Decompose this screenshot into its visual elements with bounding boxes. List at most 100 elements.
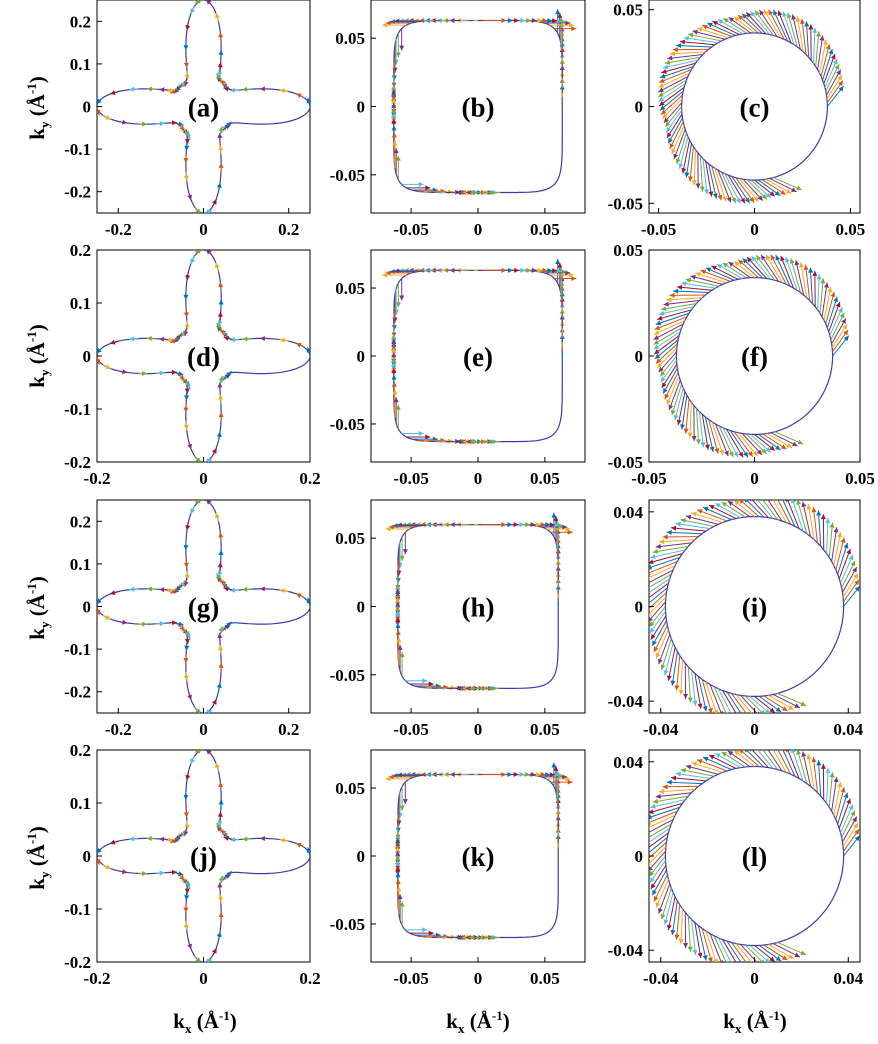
spin-arrow bbox=[675, 521, 711, 530]
spin-arrow bbox=[399, 901, 405, 926]
spin-arrow bbox=[690, 274, 723, 285]
plot-frame bbox=[96, 0, 311, 214]
spin-arrow bbox=[821, 282, 829, 317]
spin-arrow bbox=[183, 290, 189, 300]
y-tick-label: 0 bbox=[357, 347, 366, 366]
spin-arrow bbox=[97, 606, 101, 616]
spin-arrow bbox=[185, 631, 191, 640]
spin-arrow bbox=[775, 500, 792, 525]
spin-arrow bbox=[217, 132, 223, 142]
spin-arrow bbox=[691, 405, 697, 442]
x-tick-label: 0.05 bbox=[845, 469, 875, 488]
spin-arrow bbox=[97, 97, 104, 104]
spin-arrow bbox=[138, 871, 148, 877]
spin-arrow bbox=[770, 432, 798, 447]
spin-arrow bbox=[217, 382, 223, 392]
spin-arrow bbox=[727, 500, 751, 518]
spin-arrow bbox=[669, 292, 706, 298]
spin-arrow bbox=[165, 837, 175, 843]
spin-arrow bbox=[791, 750, 804, 782]
spin-arrow bbox=[744, 695, 765, 713]
spin-arrow bbox=[775, 750, 792, 775]
spin-arrow bbox=[708, 163, 718, 199]
y-tick-label: 0 bbox=[83, 98, 92, 117]
spin-arrow bbox=[653, 624, 668, 653]
spin-arrow bbox=[842, 566, 858, 593]
spin-arrow bbox=[669, 51, 706, 57]
spin-arrow bbox=[468, 685, 500, 691]
spin-arrow bbox=[469, 439, 501, 445]
spin-arrow bbox=[184, 141, 190, 151]
spin-arrow bbox=[214, 762, 220, 772]
spin-arrow bbox=[658, 788, 695, 794]
spin-arrow bbox=[159, 87, 169, 93]
spin-arrow bbox=[187, 691, 193, 701]
spin-arrow bbox=[769, 178, 797, 193]
spin-arrow bbox=[658, 72, 690, 88]
y-tick-label: -0.2 bbox=[64, 453, 91, 472]
spin-arrow bbox=[655, 629, 669, 659]
spin-arrow bbox=[683, 663, 689, 699]
panel-j: -0.2 0 0.2 -0.2 -0.1 0 0.1 0.2 (j) bbox=[64, 741, 321, 988]
spin-arrow bbox=[754, 945, 776, 962]
panel-label: (d) bbox=[187, 342, 220, 372]
x-axis-labels: kx (Å-1) kx (Å-1) kx (Å-1) bbox=[173, 1008, 786, 1036]
spin-arrow bbox=[680, 768, 715, 777]
spin-arrow bbox=[706, 22, 736, 36]
spin-arrow bbox=[187, 191, 193, 201]
spin-arrow bbox=[811, 756, 818, 793]
x-tick-label: -0.05 bbox=[393, 720, 428, 739]
spin-arrow bbox=[649, 592, 667, 611]
spin-arrow bbox=[649, 610, 666, 634]
spin-arrow bbox=[118, 619, 128, 625]
spin-arrow bbox=[554, 275, 577, 281]
spin-arrow bbox=[187, 440, 193, 450]
spin-arrow bbox=[842, 573, 859, 598]
spin-arrow bbox=[482, 522, 507, 528]
spin-arrow bbox=[758, 433, 781, 451]
panel-f: -0.05 0 0.05 -0.05 0 0.05 (f) bbox=[608, 241, 875, 488]
spin-arrow bbox=[688, 146, 694, 182]
spin-arrow bbox=[697, 676, 708, 712]
spin-arrow bbox=[397, 894, 403, 921]
spin-arrow bbox=[680, 395, 688, 430]
spin-arrow bbox=[826, 69, 842, 96]
spin-arrow bbox=[660, 359, 677, 383]
spin-arrow bbox=[650, 549, 686, 560]
spin-arrow bbox=[653, 323, 684, 341]
spin-arrow bbox=[670, 383, 683, 416]
y-tick-label: 0.04 bbox=[613, 753, 643, 772]
spin-arrow bbox=[385, 526, 410, 532]
spin-arrow bbox=[737, 432, 758, 457]
spin-arrow bbox=[695, 272, 727, 284]
spin-arrow bbox=[777, 942, 807, 956]
panel-label: (g) bbox=[188, 593, 219, 623]
spin-arrow bbox=[206, 500, 213, 507]
x-tick-label: 0 bbox=[199, 220, 208, 239]
spin-arrow bbox=[674, 904, 681, 940]
spin-arrow bbox=[155, 370, 165, 376]
spin-arrow bbox=[751, 255, 772, 280]
spin-arrow bbox=[295, 842, 305, 848]
spin-arrow bbox=[216, 822, 222, 831]
y-tick-label: 0 bbox=[635, 847, 644, 866]
spin-arrow bbox=[819, 278, 826, 314]
plot-area bbox=[658, 9, 844, 204]
y-tick-label: 0 bbox=[83, 847, 92, 866]
spin-arrow bbox=[683, 35, 719, 44]
plot-area bbox=[97, 250, 310, 462]
spin-arrow bbox=[701, 679, 713, 713]
plot-area bbox=[385, 512, 573, 691]
spin-arrow bbox=[825, 518, 831, 554]
spin-arrow bbox=[183, 790, 189, 800]
spin-arrow bbox=[217, 632, 223, 642]
spin-arrow bbox=[393, 397, 399, 424]
spin-arrow bbox=[395, 404, 401, 429]
spin-arrow bbox=[754, 179, 776, 197]
panel-label: (i) bbox=[742, 593, 767, 623]
spin-arrow bbox=[158, 336, 169, 342]
spin-arrow bbox=[738, 178, 759, 202]
spin-arrow bbox=[733, 16, 755, 34]
spin-arrow bbox=[691, 919, 698, 956]
spin-arrow bbox=[224, 370, 232, 379]
